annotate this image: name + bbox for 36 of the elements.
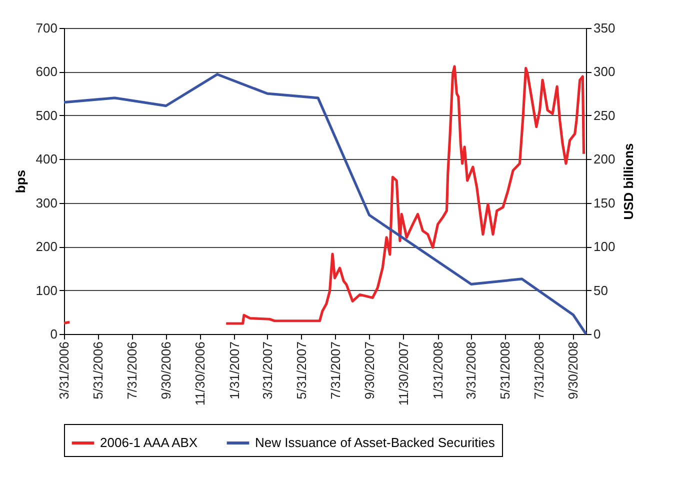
y-tick-label: 0	[50, 326, 58, 342]
x-tick-label: 3/31/2008	[464, 342, 479, 400]
y-tick-label: 600	[36, 64, 58, 80]
y2-tick-label: 300	[594, 64, 616, 80]
y2-tick-label: 350	[594, 20, 616, 36]
y2-tick-label: 250	[594, 108, 616, 123]
y2-tick-label: 50	[594, 282, 608, 298]
x-tick-label: 1/31/2008	[430, 342, 446, 400]
y2-tick-label: 200	[594, 152, 616, 167]
y2-tick-label: 0	[594, 326, 601, 342]
y-tick-label: 500	[36, 108, 58, 123]
x-tick-label: 9/30/2008	[566, 342, 581, 400]
y-tick-label: 100	[36, 282, 58, 298]
y-tick-label: 400	[36, 152, 58, 167]
x-tick-label: 5/31/2008	[498, 342, 513, 400]
x-tick-label: 9/30/2007	[362, 342, 377, 400]
x-tick-label: 9/30/2006	[158, 342, 174, 400]
x-tick-label: 7/31/2006	[124, 342, 140, 400]
y-tick-label: 300	[36, 195, 58, 210]
x-tick-label: 5/31/2007	[294, 342, 309, 400]
x-tick-label: 7/31/2008	[532, 342, 547, 400]
x-tick-label: 3/31/2006	[56, 342, 72, 400]
y-axis-title: bps	[12, 170, 28, 194]
x-tick-label: 3/31/2007	[260, 342, 275, 400]
x-tick-label: 11/30/2006	[192, 342, 208, 406]
y2-tick-label: 100	[594, 239, 616, 254]
y2-axis-title: USD billions	[621, 143, 636, 220]
y-tick-label: 700	[36, 20, 58, 36]
legend-label: New Issuance of Asset-Backed Securities	[255, 435, 496, 450]
x-tick-label: 1/31/2007	[226, 342, 242, 400]
legend-label: 2006-1 AAA ABX	[100, 435, 198, 450]
x-tick-label: 5/31/2006	[90, 342, 106, 400]
y-tick-label: 200	[36, 239, 58, 254]
y2-tick-label: 150	[594, 195, 616, 210]
x-tick-label: 7/31/2007	[328, 342, 343, 400]
x-tick-label: 11/30/2007	[396, 342, 411, 406]
